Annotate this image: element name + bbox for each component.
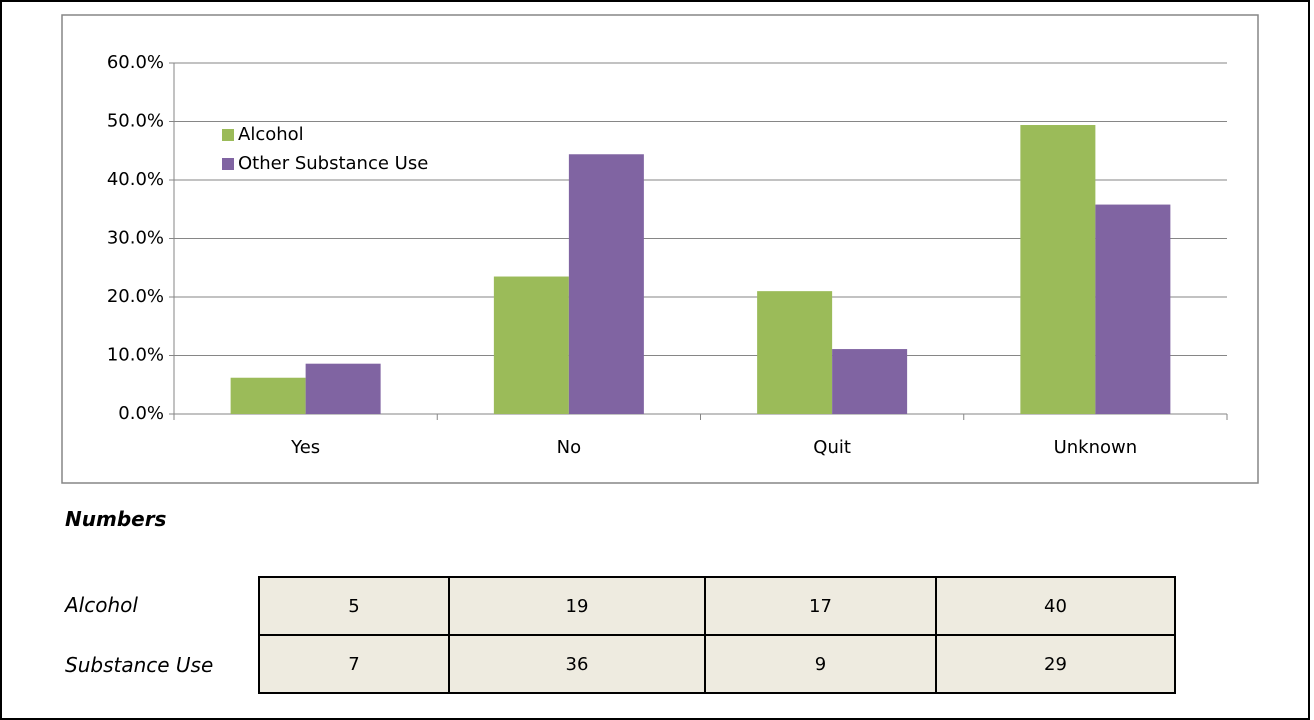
y-tick-label: 10.0%: [107, 345, 164, 366]
table-title: Numbers: [65, 507, 167, 531]
row-label: Substance Use: [65, 653, 214, 677]
table-cell: 29: [935, 634, 1176, 694]
y-tick-label: 60.0%: [107, 52, 164, 73]
table-cell: 9: [704, 634, 937, 694]
legend-label: Other Substance Use: [238, 153, 428, 174]
table-cell: 17: [704, 576, 937, 636]
y-tick-label: 30.0%: [107, 228, 164, 249]
bar: [1020, 125, 1096, 414]
y-tick-label: 50.0%: [107, 111, 164, 132]
bar: [757, 291, 833, 414]
x-tick-label: No: [557, 437, 581, 458]
legend-swatch: [222, 158, 234, 170]
legend-swatch: [222, 129, 234, 141]
table-cell: 36: [448, 634, 706, 694]
bar: [568, 154, 644, 414]
row-label: Alcohol: [65, 593, 138, 617]
numbers-table: 5 19 17 40 7 36 9 29: [258, 576, 1176, 694]
y-tick-label: 20.0%: [107, 286, 164, 307]
bar: [832, 349, 908, 414]
bar: [305, 363, 381, 414]
bar: [230, 377, 306, 414]
x-tick-label: Quit: [813, 437, 851, 458]
table-row: 7 36 9 29: [258, 634, 1176, 694]
table-cell: 40: [935, 576, 1176, 636]
table-cell: 5: [258, 576, 450, 636]
legend-label: Alcohol: [238, 124, 304, 145]
y-tick-label: 40.0%: [107, 169, 164, 190]
y-tick-label: 0.0%: [118, 403, 164, 424]
x-tick-label: Unknown: [1054, 437, 1138, 458]
x-tick-label: Yes: [290, 437, 320, 458]
table-row: 5 19 17 40: [258, 576, 1176, 636]
table-cell: 7: [258, 634, 450, 694]
table-cell: 19: [448, 576, 706, 636]
chart: 0.0% 10.0% 20.0% 30.0% 40.0% 50.0% 60.0% Yes No Q…: [61, 14, 1259, 484]
bar: [493, 276, 569, 414]
bar: [1095, 204, 1171, 414]
